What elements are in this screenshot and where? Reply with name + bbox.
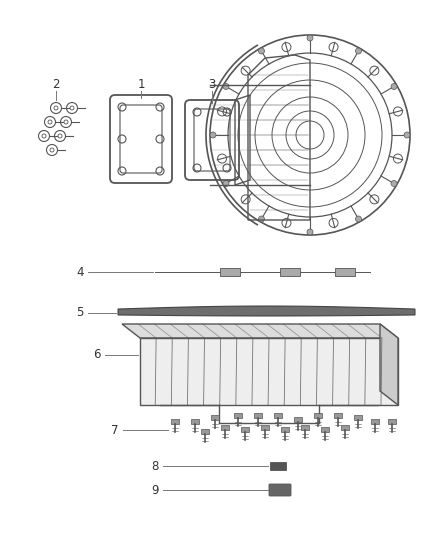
Bar bbox=[234, 413, 242, 418]
Bar bbox=[281, 427, 289, 432]
Text: 9: 9 bbox=[151, 483, 159, 497]
Polygon shape bbox=[118, 306, 415, 316]
Circle shape bbox=[307, 35, 313, 41]
Bar bbox=[294, 417, 302, 422]
Circle shape bbox=[258, 216, 265, 222]
Bar bbox=[335, 268, 355, 276]
Text: 6: 6 bbox=[93, 349, 101, 361]
Bar bbox=[274, 413, 282, 418]
Circle shape bbox=[307, 229, 313, 235]
Text: 1: 1 bbox=[137, 78, 145, 92]
Circle shape bbox=[223, 181, 229, 187]
Polygon shape bbox=[140, 338, 398, 405]
Circle shape bbox=[391, 84, 397, 90]
Bar bbox=[241, 427, 249, 432]
Bar bbox=[334, 413, 342, 418]
Circle shape bbox=[391, 181, 397, 187]
Polygon shape bbox=[122, 324, 398, 338]
Bar bbox=[221, 425, 229, 430]
Bar bbox=[354, 415, 362, 420]
Circle shape bbox=[258, 48, 265, 54]
Bar bbox=[321, 427, 329, 432]
Text: 3: 3 bbox=[208, 78, 215, 92]
Bar bbox=[341, 425, 349, 430]
Text: 8: 8 bbox=[151, 459, 159, 472]
FancyBboxPatch shape bbox=[269, 484, 291, 496]
Text: 4: 4 bbox=[76, 265, 84, 279]
Bar bbox=[171, 419, 179, 424]
Circle shape bbox=[356, 216, 361, 222]
Text: 2: 2 bbox=[52, 78, 60, 92]
Text: 7: 7 bbox=[111, 424, 119, 437]
Text: 5: 5 bbox=[76, 306, 84, 319]
Bar bbox=[254, 413, 262, 418]
Bar bbox=[220, 268, 240, 276]
Bar bbox=[191, 419, 199, 424]
Circle shape bbox=[210, 132, 216, 138]
Bar bbox=[301, 425, 309, 430]
Circle shape bbox=[404, 132, 410, 138]
Bar bbox=[270, 462, 286, 470]
Bar bbox=[201, 429, 209, 434]
Polygon shape bbox=[380, 324, 398, 405]
Bar bbox=[211, 415, 219, 420]
Bar bbox=[314, 413, 322, 418]
Bar bbox=[371, 419, 379, 424]
Bar bbox=[388, 419, 396, 424]
Circle shape bbox=[356, 48, 361, 54]
Circle shape bbox=[223, 84, 229, 90]
Bar bbox=[280, 268, 300, 276]
Bar bbox=[261, 425, 269, 430]
